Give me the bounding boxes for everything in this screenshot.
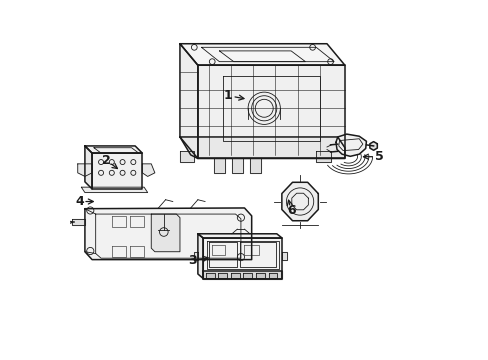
- Text: 6: 6: [286, 204, 295, 217]
- Polygon shape: [205, 273, 214, 278]
- Polygon shape: [255, 273, 264, 278]
- Polygon shape: [335, 134, 366, 156]
- Text: 5: 5: [374, 150, 383, 163]
- Text: 2: 2: [102, 154, 111, 167]
- Polygon shape: [198, 234, 282, 238]
- Polygon shape: [316, 151, 330, 162]
- Polygon shape: [203, 238, 282, 279]
- Polygon shape: [230, 273, 239, 278]
- Polygon shape: [198, 234, 203, 279]
- Polygon shape: [142, 164, 155, 176]
- Polygon shape: [180, 151, 194, 162]
- Polygon shape: [203, 271, 282, 279]
- Polygon shape: [78, 164, 92, 176]
- Polygon shape: [92, 153, 142, 189]
- Polygon shape: [243, 273, 252, 278]
- Polygon shape: [85, 146, 142, 153]
- Polygon shape: [231, 158, 242, 173]
- Polygon shape: [282, 252, 286, 260]
- Text: 4: 4: [75, 195, 84, 208]
- Text: 1: 1: [224, 89, 232, 102]
- Polygon shape: [85, 146, 92, 189]
- Polygon shape: [198, 65, 344, 158]
- Text: 3: 3: [188, 254, 196, 267]
- Polygon shape: [369, 141, 377, 150]
- Polygon shape: [180, 44, 344, 65]
- Polygon shape: [268, 273, 277, 278]
- Polygon shape: [249, 158, 260, 173]
- Polygon shape: [281, 182, 318, 221]
- Polygon shape: [81, 187, 147, 193]
- Polygon shape: [218, 273, 227, 278]
- Polygon shape: [72, 220, 85, 225]
- Polygon shape: [214, 158, 224, 173]
- Polygon shape: [193, 252, 198, 260]
- Polygon shape: [180, 44, 198, 158]
- Polygon shape: [85, 208, 251, 260]
- Polygon shape: [180, 137, 344, 158]
- Polygon shape: [151, 214, 180, 252]
